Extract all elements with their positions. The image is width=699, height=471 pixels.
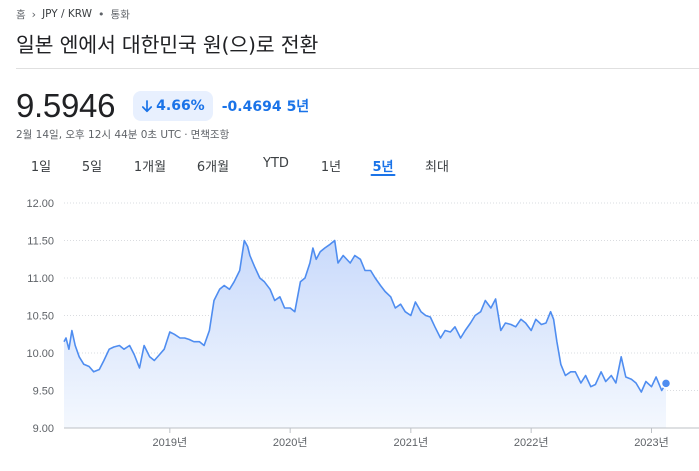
timestamp-separator: ·	[184, 129, 188, 141]
latest-point-marker	[660, 378, 672, 389]
x-tick-label: 2021년	[394, 436, 429, 449]
range-tab[interactable]: 6개월	[196, 160, 230, 175]
breadcrumb: 홈 › JPY / KRW • 통화	[16, 6, 130, 22]
exchange-rate-chart[interactable]: 2019년 2020년 2021년 2022년 2023년 12.00 11.50 11.0…	[0, 188, 699, 471]
timestamp-text: 2월 14일, 오후 12시 44분 0초 UTC	[16, 129, 182, 141]
quote-summary: 9.5946 4.66% -0.4694 5년	[16, 86, 309, 126]
breadcrumb-home-link[interactable]: 홈	[16, 8, 26, 21]
breadcrumb-category-link[interactable]: 통화	[110, 8, 130, 21]
breadcrumb-pair: JPY / KRW	[42, 8, 93, 20]
y-tick-label: 11.00	[27, 273, 54, 285]
arrow-down-icon	[142, 99, 153, 112]
change-period: 5년	[286, 99, 310, 115]
range-tab[interactable]: 1개월	[133, 160, 167, 175]
quote-timestamp: 2월 14일, 오후 12시 44분 0초 UTC · 면책조항	[16, 127, 229, 142]
y-tick-label: 12.00	[26, 198, 54, 210]
y-tick-label: 9.50	[33, 386, 54, 398]
y-tick-label: 9.00	[33, 423, 54, 435]
x-tick-label: 2019년	[153, 436, 188, 449]
range-tab[interactable]: 최대	[425, 160, 449, 175]
range-tab[interactable]: 5일	[81, 160, 103, 175]
chart-x-axis: 2019년 2020년 2021년 2022년 2023년	[64, 427, 699, 449]
disclaimer-link[interactable]: 면책조항	[190, 129, 230, 141]
x-tick-label: 2023년	[634, 436, 669, 449]
series-area	[64, 240, 666, 428]
x-tick-label: 2022년	[514, 436, 549, 449]
range-tab[interactable]: YTD	[263, 156, 289, 171]
y-tick-label: 10.50	[26, 311, 54, 323]
y-tick-label: 10.00	[26, 348, 54, 360]
percent-change-badge: 4.66%	[133, 91, 213, 121]
percent-change-value: 4.66%	[156, 98, 205, 114]
chevron-right-icon: ›	[31, 7, 37, 21]
range-tab[interactable]: 1년	[320, 160, 342, 175]
chart-series	[63, 239, 672, 428]
x-tick-label: 2020년	[273, 436, 308, 449]
range-tab[interactable]: 1일	[30, 160, 52, 175]
range-tab[interactable]: 5년	[370, 150, 396, 178]
absolute-change-value: -0.4694	[221, 99, 282, 115]
header-divider	[16, 68, 699, 69]
current-price: 9.5946	[16, 87, 116, 124]
chart-y-axis: 12.00 11.50 11.00 10.50 10.00 9.50 9.00	[26, 198, 54, 435]
series-line	[63, 239, 667, 393]
y-tick-label: 11.50	[27, 236, 54, 248]
absolute-change: -0.4694 5년	[222, 96, 309, 116]
page-title: 일본 엔에서 대한민국 원(으)로 전환	[16, 33, 319, 57]
breadcrumb-dot: •	[98, 7, 105, 21]
